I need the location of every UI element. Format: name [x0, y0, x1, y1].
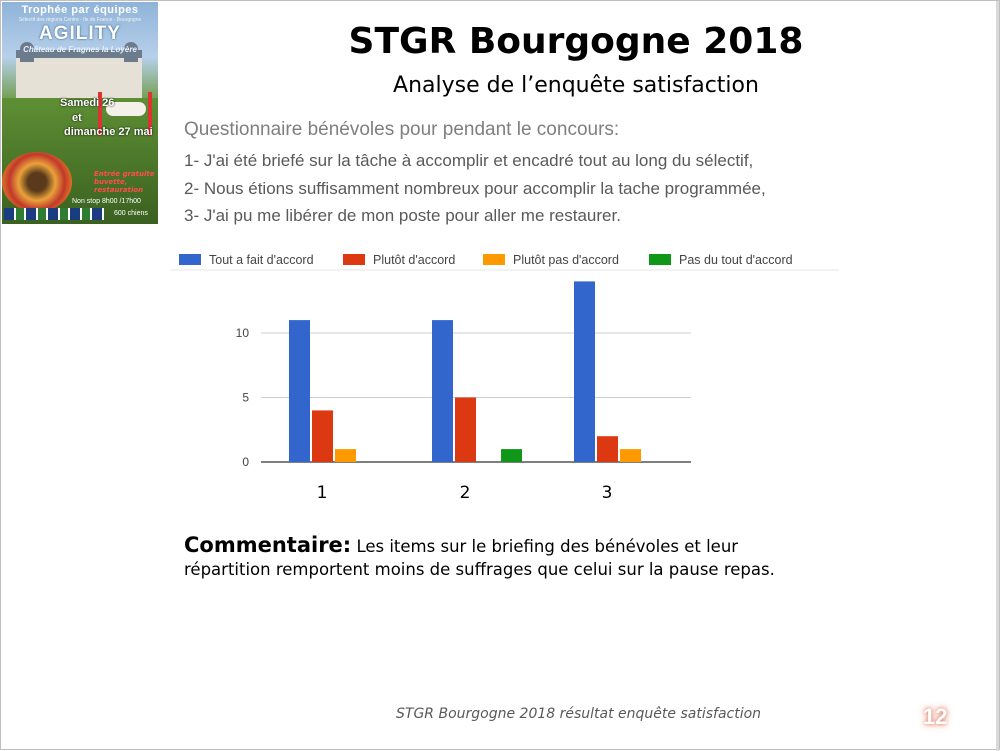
x-category-label: 1 [317, 483, 328, 503]
bar [620, 449, 641, 462]
poster-sponsor-logos [4, 208, 104, 220]
comment-block: Commentaire: Les items sur le briefing d… [184, 534, 794, 581]
bar [289, 320, 310, 462]
footer-text: STGR Bourgogne 2018 résultat enquête sat… [396, 706, 762, 722]
y-tick-label: 0 [242, 455, 249, 469]
legend-swatch [179, 254, 201, 265]
bar [501, 449, 522, 462]
poster-tower [124, 42, 138, 62]
legend-label: Pas du tout d'accord [679, 253, 793, 267]
poster-obstacle [148, 92, 152, 136]
question-item-1: 1- J'ai été briefé sur la tâche à accomp… [184, 151, 754, 170]
bar [335, 449, 356, 462]
event-poster-image: Trophée par équipes Sélectif des régions… [2, 2, 158, 224]
poster-dog [106, 102, 146, 116]
bar [455, 397, 476, 462]
question-item-3: 3- J'ai pu me libérer de mon poste pour … [184, 206, 621, 225]
poster-date3: dimanche 27 mai [64, 126, 153, 138]
page-number: 12 [923, 704, 948, 729]
bar [432, 320, 453, 462]
legend-label: Plutôt pas d'accord [513, 253, 619, 267]
poster-tunnel [2, 152, 72, 212]
poster-obstacle [98, 92, 102, 136]
slide-subtitle: Analyse de l’enquête satisfaction [393, 73, 759, 98]
poster-tower [20, 42, 34, 62]
poster-line2: Sélectif des régions Centre - Ile de Fra… [18, 17, 142, 23]
satisfaction-bar-chart: Tout a fait d'accord Plutôt d'accord Plutô… [171, 246, 841, 511]
legend-label: Plutôt d'accord [373, 253, 455, 267]
poster-entry: Entrée gratuite buvette, restauration [94, 170, 155, 194]
poster-dogs-count: 600 chiens [114, 210, 148, 217]
bar [574, 281, 595, 462]
bar [597, 436, 618, 462]
poster-line3: AGILITY [39, 23, 121, 44]
poster-line4: Château de Fragnes la Loyère [23, 45, 137, 54]
poster-castle-roof [16, 50, 142, 60]
x-category-label: 2 [460, 483, 471, 503]
legend-swatch [649, 254, 671, 265]
poster-hours: Non stop 8h00 /17h00 [72, 198, 141, 205]
comment-label: Commentaire: [184, 533, 352, 557]
chart-svg: Tout a fait d'accord Plutôt d'accord Plutô… [171, 253, 839, 503]
poster-date2: et [72, 112, 82, 124]
legend-label: Tout a fait d'accord [209, 253, 314, 267]
comment-text: Les items sur le briefing des bénévoles … [184, 537, 775, 579]
legend-swatch [343, 254, 365, 265]
question-item-2: 2- Nous étions suffisamment nombreux pou… [184, 179, 766, 198]
slide-title: STGR Bourgogne 2018 [348, 21, 804, 62]
x-category-label: 3 [602, 483, 613, 503]
questionnaire-heading: Questionnaire bénévoles pour pendant le … [184, 119, 620, 140]
poster-line1: Trophée par équipes [21, 4, 139, 16]
y-tick-label: 5 [242, 391, 249, 405]
poster-castle [16, 58, 142, 98]
legend-swatch [483, 254, 505, 265]
bar [312, 410, 333, 462]
poster-date1: Samedi 26 [60, 97, 115, 109]
slide-edge [996, 1, 999, 751]
y-tick-label: 10 [236, 326, 250, 340]
